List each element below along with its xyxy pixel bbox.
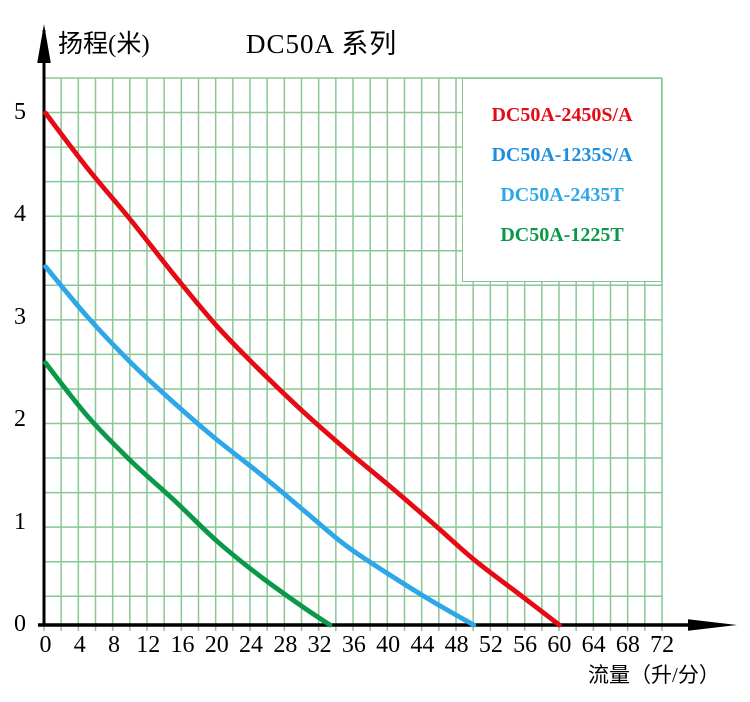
curve-dc50a-2450s-a [43, 110, 562, 628]
legend-item-dc50a-2450sa: DC50A-2450S/A [491, 104, 633, 126]
y-axis-label: 扬程(米) [58, 31, 150, 58]
x-tick-label: 20 [204, 632, 229, 658]
x-tick-label: 4 [73, 632, 86, 658]
x-tick-label: 36 [341, 632, 366, 658]
x-tick-label: 28 [273, 632, 298, 658]
y-tick-label: 4 [14, 201, 26, 228]
pump-curves [43, 110, 562, 628]
y-tick-label: 5 [14, 99, 26, 125]
legend-item-dc50a-1225t: DC50A-1225T [500, 224, 624, 246]
legend-box: DC50A-2450S/A DC50A-1235S/A DC50A-2435T … [462, 78, 662, 282]
x-tick-label: 60 [547, 632, 572, 658]
x-tick-label: 56 [513, 632, 538, 658]
y-tick-label: 3 [14, 303, 26, 330]
x-tick-label: 68 [615, 632, 640, 658]
chart-title: DC50A 系列 [246, 29, 398, 59]
x-tick-label: 72 [650, 632, 675, 658]
x-tick-label: 64 [581, 632, 606, 658]
x-tick-label: 48 [444, 632, 469, 658]
x-tick-label: 0 [39, 632, 52, 658]
y-tick-label: 0 [14, 611, 26, 637]
x-tick-label: 44 [410, 632, 435, 658]
curve-dc50a-1225t [43, 360, 333, 628]
x-tick-label: 24 [239, 632, 264, 658]
x-tick-label: 8 [108, 632, 121, 658]
y-tick-label: 2 [14, 406, 26, 433]
axes [37, 24, 737, 631]
legend-item-dc50a-1235sa: DC50A-1235S/A [491, 144, 633, 166]
x-tick-label: 16 [170, 632, 195, 658]
curve-dc50a-1235s-a-dc50a-2435t [43, 264, 477, 628]
x-tick-label: 52 [478, 632, 503, 658]
x-tick-label: 12 [136, 632, 161, 658]
legend-item-dc50a-2435t: DC50A-2435T [500, 184, 624, 206]
y-tick-label: 1 [14, 508, 26, 535]
x-tick-label: 40 [376, 632, 401, 658]
x-axis-label: 流量（升/分） [588, 663, 720, 687]
x-tick-label: 32 [307, 632, 332, 658]
